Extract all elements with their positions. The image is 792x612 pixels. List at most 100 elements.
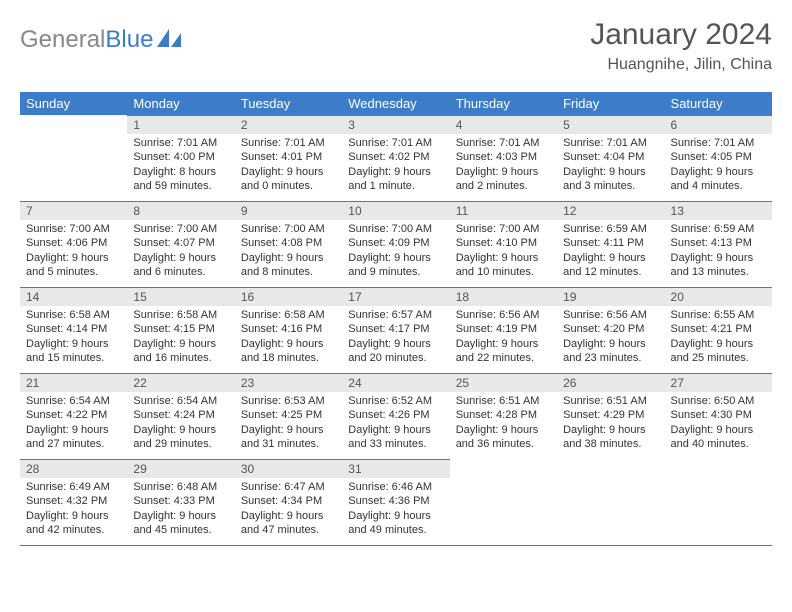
sunrise-line: Sunrise: 7:00 AM [26,222,121,236]
calendar-week-row: 7Sunrise: 7:00 AMSunset: 4:06 PMDaylight… [20,201,772,287]
day-body: Sunrise: 6:59 AMSunset: 4:13 PMDaylight:… [665,220,772,283]
calendar-cell [557,459,664,545]
day-body: Sunrise: 6:59 AMSunset: 4:11 PMDaylight:… [557,220,664,283]
daylight-line: Daylight: 9 hours and 25 minutes. [671,337,766,366]
day-number: 17 [342,287,449,306]
day-number: 16 [235,287,342,306]
day-body: Sunrise: 6:48 AMSunset: 4:33 PMDaylight:… [127,478,234,541]
sunrise-line: Sunrise: 6:59 AM [563,222,658,236]
weekday-header: Friday [557,92,664,115]
sunset-line: Sunset: 4:17 PM [348,322,443,336]
daylight-line: Daylight: 9 hours and 27 minutes. [26,423,121,452]
daylight-line: Daylight: 9 hours and 29 minutes. [133,423,228,452]
sunset-line: Sunset: 4:01 PM [241,150,336,164]
sunset-line: Sunset: 4:24 PM [133,408,228,422]
calendar-cell: 30Sunrise: 6:47 AMSunset: 4:34 PMDayligh… [235,459,342,545]
day-body: Sunrise: 6:56 AMSunset: 4:20 PMDaylight:… [557,306,664,369]
daylight-line: Daylight: 9 hours and 0 minutes. [241,165,336,194]
day-number: 6 [665,115,772,134]
day-number: 9 [235,201,342,220]
day-body: Sunrise: 7:00 AMSunset: 4:09 PMDaylight:… [342,220,449,283]
calendar-cell: 13Sunrise: 6:59 AMSunset: 4:13 PMDayligh… [665,201,772,287]
daylight-line: Daylight: 9 hours and 16 minutes. [133,337,228,366]
day-number: 20 [665,287,772,306]
day-body: Sunrise: 6:53 AMSunset: 4:25 PMDaylight:… [235,392,342,455]
daylight-line: Daylight: 9 hours and 20 minutes. [348,337,443,366]
day-number: 24 [342,373,449,392]
sunset-line: Sunset: 4:25 PM [241,408,336,422]
calendar-cell: 14Sunrise: 6:58 AMSunset: 4:14 PMDayligh… [20,287,127,373]
day-body: Sunrise: 6:50 AMSunset: 4:30 PMDaylight:… [665,392,772,455]
sunset-line: Sunset: 4:08 PM [241,236,336,250]
day-body: Sunrise: 6:54 AMSunset: 4:22 PMDaylight:… [20,392,127,455]
sunrise-line: Sunrise: 6:47 AM [241,480,336,494]
calendar-cell [450,459,557,545]
sunrise-line: Sunrise: 6:58 AM [26,308,121,322]
weekday-header: Wednesday [342,92,449,115]
logo: GeneralBlue [20,26,183,54]
day-number: 23 [235,373,342,392]
sunrise-line: Sunrise: 6:59 AM [671,222,766,236]
calendar-cell: 8Sunrise: 7:00 AMSunset: 4:07 PMDaylight… [127,201,234,287]
daylight-line: Daylight: 9 hours and 15 minutes. [26,337,121,366]
calendar-cell: 3Sunrise: 7:01 AMSunset: 4:02 PMDaylight… [342,115,449,201]
sunrise-line: Sunrise: 6:46 AM [348,480,443,494]
sunset-line: Sunset: 4:32 PM [26,494,121,508]
calendar-week-row: 14Sunrise: 6:58 AMSunset: 4:14 PMDayligh… [20,287,772,373]
sunrise-line: Sunrise: 7:01 AM [563,136,658,150]
location: Huangnihe, Jilin, China [590,56,772,74]
logo-sail-icon [157,26,183,54]
daylight-line: Daylight: 9 hours and 8 minutes. [241,251,336,280]
day-number: 14 [20,287,127,306]
sunrise-line: Sunrise: 7:00 AM [241,222,336,236]
day-body: Sunrise: 6:46 AMSunset: 4:36 PMDaylight:… [342,478,449,541]
month-title: January 2024 [590,18,772,52]
daylight-line: Daylight: 9 hours and 18 minutes. [241,337,336,366]
calendar-cell: 31Sunrise: 6:46 AMSunset: 4:36 PMDayligh… [342,459,449,545]
day-number: 15 [127,287,234,306]
calendar-cell: 25Sunrise: 6:51 AMSunset: 4:28 PMDayligh… [450,373,557,459]
sunrise-line: Sunrise: 6:56 AM [456,308,551,322]
calendar-cell: 23Sunrise: 6:53 AMSunset: 4:25 PMDayligh… [235,373,342,459]
calendar-cell: 7Sunrise: 7:00 AMSunset: 4:06 PMDaylight… [20,201,127,287]
calendar-cell: 5Sunrise: 7:01 AMSunset: 4:04 PMDaylight… [557,115,664,201]
calendar-cell: 27Sunrise: 6:50 AMSunset: 4:30 PMDayligh… [665,373,772,459]
daylight-line: Daylight: 9 hours and 6 minutes. [133,251,228,280]
sunrise-line: Sunrise: 7:01 AM [456,136,551,150]
day-body: Sunrise: 6:49 AMSunset: 4:32 PMDaylight:… [20,478,127,541]
daylight-line: Daylight: 9 hours and 40 minutes. [671,423,766,452]
day-body: Sunrise: 7:00 AMSunset: 4:10 PMDaylight:… [450,220,557,283]
day-number: 8 [127,201,234,220]
calendar-cell: 17Sunrise: 6:57 AMSunset: 4:17 PMDayligh… [342,287,449,373]
sunset-line: Sunset: 4:09 PM [348,236,443,250]
sunset-line: Sunset: 4:33 PM [133,494,228,508]
calendar-cell: 28Sunrise: 6:49 AMSunset: 4:32 PMDayligh… [20,459,127,545]
day-number: 22 [127,373,234,392]
day-body: Sunrise: 7:00 AMSunset: 4:07 PMDaylight:… [127,220,234,283]
day-body [20,134,127,140]
day-number: 11 [450,201,557,220]
sunrise-line: Sunrise: 6:58 AM [241,308,336,322]
calendar-cell: 24Sunrise: 6:52 AMSunset: 4:26 PMDayligh… [342,373,449,459]
calendar-cell: 26Sunrise: 6:51 AMSunset: 4:29 PMDayligh… [557,373,664,459]
title-block: January 2024 Huangnihe, Jilin, China [590,18,772,74]
day-body: Sunrise: 7:01 AMSunset: 4:05 PMDaylight:… [665,134,772,197]
sunset-line: Sunset: 4:15 PM [133,322,228,336]
day-number: 7 [20,201,127,220]
day-number: 18 [450,287,557,306]
weekday-header: Tuesday [235,92,342,115]
sunrise-line: Sunrise: 7:01 AM [241,136,336,150]
page-header: GeneralBlue January 2024 Huangnihe, Jili… [20,18,772,74]
daylight-line: Daylight: 9 hours and 23 minutes. [563,337,658,366]
calendar-cell: 11Sunrise: 7:00 AMSunset: 4:10 PMDayligh… [450,201,557,287]
weekday-header: Sunday [20,92,127,115]
day-body: Sunrise: 7:00 AMSunset: 4:08 PMDaylight:… [235,220,342,283]
calendar-cell: 6Sunrise: 7:01 AMSunset: 4:05 PMDaylight… [665,115,772,201]
sunset-line: Sunset: 4:02 PM [348,150,443,164]
daylight-line: Daylight: 9 hours and 4 minutes. [671,165,766,194]
sunrise-line: Sunrise: 7:01 AM [133,136,228,150]
calendar-cell: 18Sunrise: 6:56 AMSunset: 4:19 PMDayligh… [450,287,557,373]
daylight-line: Daylight: 9 hours and 36 minutes. [456,423,551,452]
sunset-line: Sunset: 4:03 PM [456,150,551,164]
day-number: 2 [235,115,342,134]
